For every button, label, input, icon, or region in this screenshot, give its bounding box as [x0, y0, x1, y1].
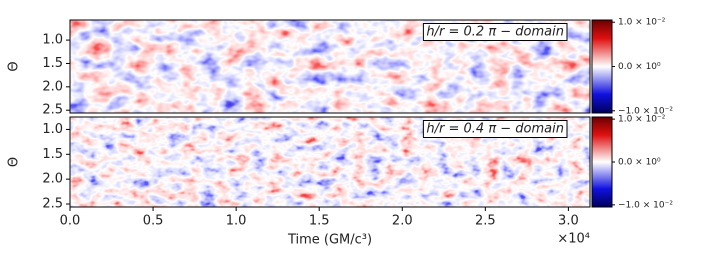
- colorbar-tick-label: 1.0 × 10⁻²: [618, 18, 666, 28]
- x-tick-label: 0.5: [143, 214, 164, 229]
- y-tick-label: 2.0: [42, 79, 63, 94]
- y-tick-label: 1.5: [42, 147, 63, 162]
- y-tick-label: 1.0: [42, 33, 63, 48]
- y-tick-label: 1.5: [42, 56, 63, 71]
- x-tick-label: 3.0: [558, 214, 579, 229]
- colorbar: [591, 116, 613, 208]
- x-multiplier: ×10⁴: [557, 232, 590, 247]
- plot-frame: [69, 116, 591, 208]
- annotation-box: [422, 23, 568, 41]
- x-tick-label: 2.5: [475, 214, 496, 229]
- x-tick-label: 1.5: [309, 214, 330, 229]
- x-tick-label: 0.0: [60, 214, 81, 229]
- y-tick-label: 1.0: [42, 122, 63, 137]
- y-axis-label: Θ: [7, 61, 22, 71]
- colorbar-tick-label: 0.0 × 10⁰: [618, 158, 661, 168]
- colorbar-tick-label: −1.0 × 10⁻²: [618, 200, 673, 210]
- y-tick-label: 2.5: [42, 103, 63, 118]
- x-tick-label: 1.0: [226, 214, 247, 229]
- y-axis-label: Θ: [7, 157, 22, 167]
- y-tick-label: 2.5: [42, 197, 63, 212]
- x-tick-label: 2.0: [392, 214, 413, 229]
- colorbar-tick-label: 0.0 × 10⁰: [618, 62, 661, 72]
- annotation-box: [422, 120, 568, 138]
- colorbar-tick-label: 1.0 × 10⁻²: [618, 115, 666, 125]
- annotation: h/r = 0.2 π − domain: [426, 25, 564, 40]
- y-tick-label: 2.0: [42, 172, 63, 187]
- plot-frame: [69, 19, 591, 114]
- x-axis-label: Time (GM/c³): [287, 233, 372, 248]
- colorbar-tick-label: −1.0 × 10⁻²: [618, 106, 673, 116]
- colorbar: [591, 19, 613, 114]
- annotation: h/r = 0.4 π − domain: [426, 122, 564, 137]
